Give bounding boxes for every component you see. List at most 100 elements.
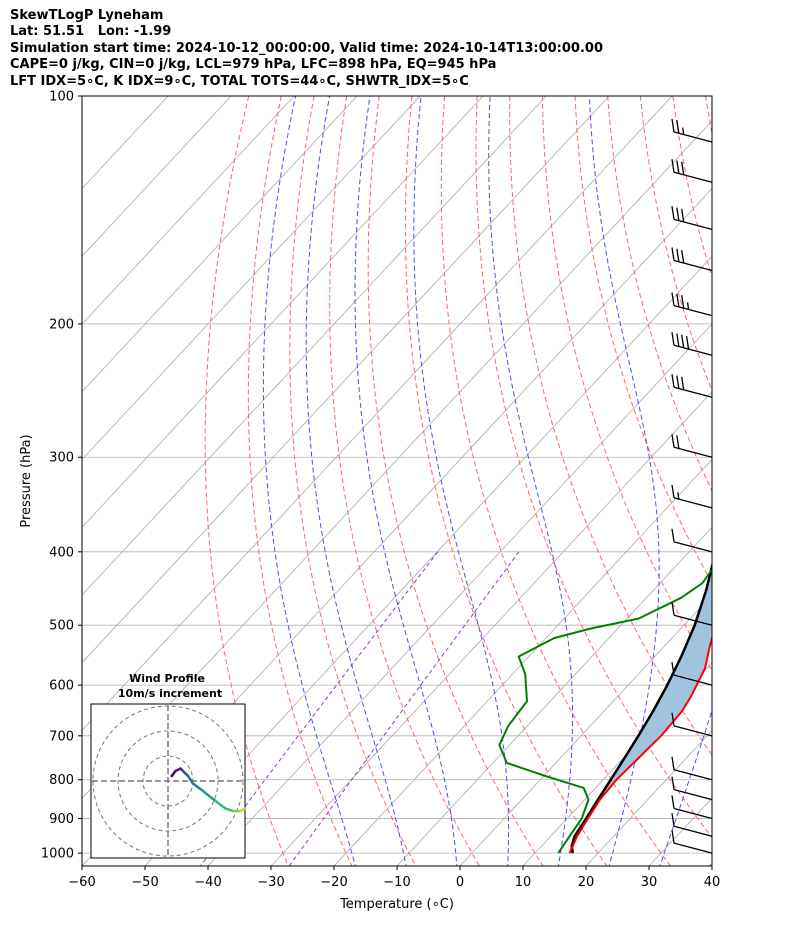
barb-staff	[673, 807, 713, 820]
y-axis-label: Pressure (hPa)	[19, 434, 34, 527]
barb-flag	[681, 208, 685, 223]
isotherm	[459, 594, 712, 866]
location-line: Lat: 51.51 Lon: -1.99	[10, 24, 172, 40]
background-lines	[82, 96, 794, 869]
hodograph: Wind Profile 10m/s increment	[90, 672, 247, 859]
hodograph-segment	[201, 789, 217, 803]
isotherm	[396, 526, 712, 866]
barb-flag	[671, 813, 675, 827]
barb-flag	[676, 435, 680, 449]
x-tick-label: −60	[68, 875, 95, 890]
barb-staff	[673, 541, 713, 553]
moist-adiabat	[413, 96, 510, 866]
dry-adiabat	[541, 96, 712, 672]
barb-half-flag	[677, 492, 680, 500]
barb-staff	[673, 446, 713, 458]
x-tick-label: −20	[320, 875, 347, 890]
parcel-profile	[570, 561, 712, 854]
wind-barb	[671, 434, 713, 458]
wind-barb	[671, 159, 713, 183]
dry-adiabat	[574, 96, 712, 585]
y-tick-label: 800	[49, 773, 74, 788]
time-line: Simulation start time: 2024-10-12_00:00:…	[10, 40, 603, 56]
barb-staff	[673, 725, 713, 737]
y-tick-label: 1000	[41, 847, 74, 862]
barb-staff	[673, 614, 713, 626]
isotherm	[82, 96, 421, 461]
y-tick-label: 200	[49, 317, 74, 332]
wind-barb	[671, 247, 713, 272]
barb-flag	[685, 336, 690, 350]
barb-staff	[673, 171, 713, 183]
barb-flag	[671, 662, 675, 676]
isotherm	[82, 96, 358, 393]
moist-adiabat	[709, 860, 712, 866]
dry-adiabat	[738, 96, 794, 869]
barb-flag	[671, 795, 675, 809]
y-tick-label: 700	[49, 729, 74, 744]
wind-barb	[671, 795, 713, 820]
wind-barb	[671, 712, 713, 737]
barb-flag	[681, 249, 685, 264]
barb-flag	[676, 207, 680, 221]
x-tick-label: 10	[515, 875, 532, 890]
wind-barb	[671, 602, 713, 626]
barb-flag	[681, 295, 685, 309]
barb-half-flag	[682, 127, 685, 135]
hodograph-segment	[186, 774, 195, 785]
isotherm	[270, 391, 712, 866]
isotherm	[522, 662, 712, 866]
dewpoint-profile	[498, 567, 712, 854]
x-axis-label: Temperature (∘C)	[339, 897, 454, 912]
barb-flag	[671, 206, 675, 220]
mixing-ratio-line	[288, 551, 520, 866]
isotherm	[82, 96, 610, 664]
x-tick-label: 0	[456, 875, 464, 890]
barb-flag	[671, 332, 675, 346]
x-tick-label: −50	[131, 875, 158, 890]
barb-flag	[676, 293, 680, 307]
wind-barb	[671, 662, 713, 686]
barb-flag	[671, 292, 675, 306]
barb-staff	[673, 131, 713, 143]
moist-adiabat	[760, 96, 794, 869]
axes: Temperature (∘C) Pressure (hPa) −60 −50 −4…	[19, 90, 720, 913]
isotherm	[82, 96, 673, 732]
barb-staff	[673, 344, 713, 356]
dry-adiabat	[204, 96, 289, 866]
barb-flag	[681, 334, 685, 348]
isotherm	[585, 729, 712, 866]
barb-flag	[676, 120, 680, 134]
barb-flag	[671, 484, 675, 499]
wind-barb	[671, 528, 713, 553]
moist-adiabat	[354, 96, 458, 866]
wind-barbs	[671, 118, 713, 854]
hodograph-title: Wind Profile	[129, 672, 205, 685]
wind-barb	[671, 756, 713, 781]
dry-adiabat	[289, 96, 417, 866]
barb-flag	[671, 247, 675, 261]
hodograph-segment	[224, 807, 235, 813]
barb-flag	[671, 159, 675, 173]
dry-adiabat	[639, 96, 712, 392]
wind-barb	[671, 206, 713, 230]
barb-flag	[676, 375, 680, 389]
barb-staff	[673, 304, 713, 317]
x-tick-label: −10	[383, 875, 410, 890]
wind-barb	[671, 776, 713, 801]
wind-barb	[671, 813, 713, 837]
moist-adiabat	[659, 708, 712, 866]
moist-adiabat	[305, 96, 407, 866]
y-tick-label: 400	[49, 545, 74, 560]
barb-flag	[671, 602, 675, 616]
barb-flag	[676, 333, 680, 347]
dry-adiabat	[440, 96, 672, 866]
barb-half-flag	[686, 302, 690, 310]
x-tick-label: −40	[194, 875, 221, 890]
barb-flag	[671, 776, 675, 790]
barb-flag	[681, 376, 685, 390]
y-tick-label: 100	[49, 90, 74, 105]
moist-adiabat	[262, 96, 356, 866]
x-tick-label: 30	[641, 875, 658, 890]
dry-adiabat	[247, 96, 353, 866]
